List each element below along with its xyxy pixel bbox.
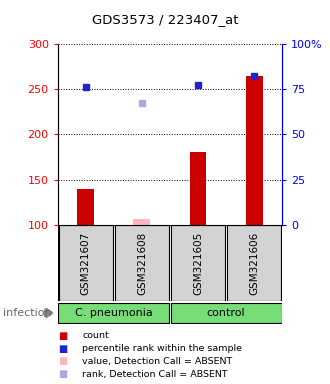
Bar (115, 225, 169, 301)
Bar (171, 225, 225, 301)
Text: GDS3573 / 223407_at: GDS3573 / 223407_at (92, 13, 238, 26)
Text: rank, Detection Call = ABSENT: rank, Detection Call = ABSENT (82, 369, 228, 379)
Text: ■: ■ (58, 356, 67, 366)
Bar (77, 189, 94, 225)
Bar (58, 303, 169, 323)
Bar (227, 225, 281, 301)
Text: control: control (207, 308, 246, 318)
Text: GSM321608: GSM321608 (137, 232, 147, 295)
Text: ■: ■ (58, 369, 67, 379)
Text: GSM321607: GSM321607 (81, 232, 91, 295)
Text: C. pneumonia: C. pneumonia (75, 308, 153, 318)
Text: GSM321606: GSM321606 (249, 232, 259, 295)
Bar (246, 76, 263, 225)
Text: ■: ■ (58, 331, 67, 341)
Text: infection: infection (3, 308, 52, 318)
Text: value, Detection Call = ABSENT: value, Detection Call = ABSENT (82, 357, 233, 366)
Bar (189, 152, 206, 225)
Bar (171, 303, 281, 323)
Text: ■: ■ (58, 344, 67, 354)
Text: GSM321605: GSM321605 (193, 232, 203, 295)
Text: count: count (82, 331, 109, 341)
Bar (59, 225, 113, 301)
Text: percentile rank within the sample: percentile rank within the sample (82, 344, 243, 353)
Bar (133, 219, 150, 225)
